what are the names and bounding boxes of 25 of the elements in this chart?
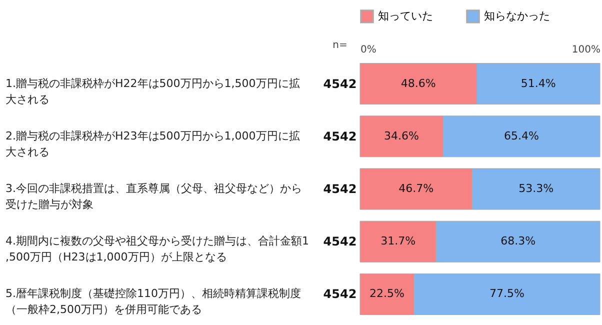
data-label: 51.4% <box>520 76 556 90</box>
x-tick-label: 100% <box>572 44 600 56</box>
text: 4542 <box>323 182 357 196</box>
x-tick-label: 0% <box>360 44 376 56</box>
data-label: 77.5% <box>490 287 524 300</box>
data-label: 68.3% <box>500 234 536 248</box>
text: n= <box>332 40 348 51</box>
data-label: 46.7% <box>398 182 434 195</box>
y-tick-label: 3.今回の非課税措置は、直系尊属（父母、祖父母など）から受けた贈与が対象 <box>6 182 302 211</box>
data-label: 48.6% <box>400 76 436 90</box>
data-label: 34.6% <box>384 129 419 142</box>
text: 4542 <box>323 234 357 249</box>
text: 4542 <box>323 287 357 302</box>
y-tick-label: 1.贈与税の非課税枠がH22年は500万円から1,500万円に拡大される <box>6 76 300 106</box>
data-label: 22.5% <box>370 287 404 300</box>
y-tick-label: 5.暦年課税制度（基礎控除110万円）、相続時精算課税制度（一般枠2,500万円）を併用可能である <box>6 287 301 316</box>
data-label: 65.4% <box>504 129 539 142</box>
data-label: 53.3% <box>518 182 554 195</box>
legend-label: 知らなかった <box>484 9 550 22</box>
legend-label: 知っていた <box>378 9 433 22</box>
text: 4542 <box>323 76 357 91</box>
y-tick-label: 4.期間内に複数の父母や祖父母から受けた贈与は、合計金額1,500万円（H23は1,000万円）が上限となる <box>6 234 309 264</box>
y-tick-label: 2.贈与税の非課税枠がH23年は500万円から1,000万円に拡大される <box>6 129 300 158</box>
data-label: 31.7% <box>380 234 416 248</box>
text: 4542 <box>323 129 357 144</box>
